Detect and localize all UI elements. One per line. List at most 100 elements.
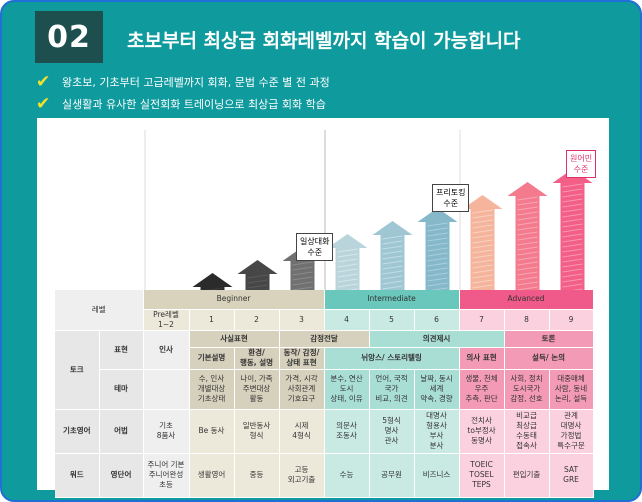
arrow-hatch: [427, 257, 448, 262]
basic-english-label: 기초영어: [55, 409, 100, 454]
arrow-hatch: [517, 271, 538, 276]
arrow-hatch: [427, 242, 448, 247]
arrow-hatch: [427, 262, 448, 267]
arrow-hatch: [382, 280, 403, 285]
arrow-hatch: [562, 188, 583, 193]
arrow-hatch: [472, 259, 493, 264]
grammar-cell: 전치사 to부정사 동명사: [459, 409, 505, 454]
expr-cell: 설득/ 논의: [504, 347, 594, 370]
arrow-hatch: [292, 281, 313, 286]
level-6: 6: [414, 309, 460, 331]
arrow-hatch: [517, 276, 538, 281]
level-9: 9: [549, 309, 594, 331]
arrow-hatch: [562, 258, 583, 263]
level-3: 3: [279, 309, 325, 331]
grammar-cell: Be 동사: [189, 409, 235, 454]
arrow-hatch: [292, 276, 313, 281]
debate-header: 토론: [504, 330, 594, 348]
vocab-cell: 수능: [324, 453, 370, 498]
level-4: 4: [324, 309, 370, 331]
arrow-hatch: [382, 245, 403, 250]
arrow-hatch: [472, 214, 493, 219]
grammar-cell: 기초 8품사: [143, 409, 190, 454]
arrow-hatch: [427, 237, 448, 242]
arrow-hatch: [472, 264, 493, 269]
vocab-cell: 비즈니스: [414, 453, 460, 498]
arrow-hatch: [517, 261, 538, 266]
theme-cell: 사회, 정치 도시국가 감정, 선호: [504, 369, 550, 410]
arrow-hatch: [337, 258, 358, 263]
arrow-hatch: [517, 226, 538, 231]
expr-cell: 환경/ 행동, 설명: [234, 347, 280, 370]
arrow-hatch: [382, 285, 403, 290]
arrow-hatch: [562, 283, 583, 288]
arrow-hatch: [337, 268, 358, 273]
arrow-hatch: [517, 196, 538, 201]
arrow-hatch: [517, 231, 538, 236]
theme-label: 테마: [99, 369, 144, 410]
arrow-hatch: [337, 278, 358, 283]
arrow-hatch: [517, 211, 538, 216]
grammar-cell: 의문사 조동사: [324, 409, 370, 454]
arrow-hatch: [382, 235, 403, 240]
talk-label: 토크: [55, 330, 100, 410]
vocab-cell: TOEIC TOSEL TEPS: [459, 453, 505, 498]
expr-cell: 뉘앙스/ 스토리텔링: [324, 347, 460, 370]
arrow-hatch: [517, 266, 538, 271]
theme-cell: 언어, 국적 국가 비교, 의견: [369, 369, 415, 410]
grammar-cell: 일반동사 형식: [234, 409, 280, 454]
level-1: 1: [189, 309, 235, 331]
vocab-label: 영단어: [99, 453, 144, 498]
arrow-hatch: [337, 273, 358, 278]
vocab-cell: 생활영어: [189, 453, 235, 498]
word-label: 워드: [55, 453, 100, 498]
theme-cell: 나이, 가족 주변대상 활동: [234, 369, 280, 410]
arrow-hatch: [562, 213, 583, 218]
arrow-hatch: [427, 272, 448, 277]
callout-native: 원어민 수준: [566, 150, 597, 178]
level-arrow-chart: 일상대화 수준 프리토킹 수준 원어민 수준: [55, 130, 597, 302]
arrow-hatch: [562, 198, 583, 203]
arrow-hatch: [517, 251, 538, 256]
bullet-item: ✔ 실생활과 유사한 실전회화 트레이닝으로 최상급 회화 학습: [36, 94, 326, 114]
grammar-cell: 5형식 명사 관사: [369, 409, 415, 454]
arrow-hatch: [472, 249, 493, 254]
bullet-item: ✔ 왕초보, 기초부터 고급레벨까지 회화, 문법 수준 별 전 과정: [36, 72, 330, 92]
arrow-hatch: [382, 270, 403, 275]
vocab-cell: 주니어 기본 주니어완성 초등: [143, 453, 190, 498]
group-advanced: Advanced: [459, 290, 594, 310]
level-arrow-4: [327, 234, 368, 302]
level-8: 8: [504, 309, 550, 331]
arrow-hatch: [472, 244, 493, 249]
arrow-hatch: [562, 273, 583, 278]
arrow-hatch: [472, 229, 493, 234]
grammar-cell: 관계 대명사 가정법 특수구문: [549, 409, 594, 454]
arrow-hatch: [292, 271, 313, 276]
bullet-text: 왕초보, 기초부터 고급레벨까지 회화, 문법 수준 별 전 과정: [62, 76, 330, 89]
arrow-hatch: [337, 263, 358, 268]
arrow-hatch: [517, 286, 538, 291]
curriculum-panel: 일상대화 수준 프리토킹 수준 원어민 수준 레벨 Beginner Inter…: [37, 118, 609, 498]
level-7: 7: [459, 309, 505, 331]
arrow-hatch: [472, 224, 493, 229]
vocab-cell: SAT GRE: [549, 453, 594, 498]
theme-cell: 분수, 연산 도시 상태, 이유: [324, 369, 370, 410]
arrow-hatch: [247, 279, 268, 284]
grammar-cell: 시제 4형식: [279, 409, 325, 454]
callout-freetalking: 프리토킹 수준: [432, 184, 470, 212]
level-arrows: [144, 130, 593, 302]
theme-cell: 날짜, 동시 세계 약속, 경향: [414, 369, 460, 410]
arrow-hatch: [382, 255, 403, 260]
arrow-hatch: [517, 246, 538, 251]
arrow-hatch: [562, 203, 583, 208]
section-number-badge: 02: [35, 11, 103, 63]
expr-cell: 기본설명: [189, 347, 235, 370]
arrow-hatch: [472, 239, 493, 244]
level-5: 5: [369, 309, 415, 331]
arrow-hatch: [562, 233, 583, 238]
arrow-hatch: [472, 254, 493, 259]
arrow-hatch: [427, 267, 448, 272]
group-intermediate: Intermediate: [324, 290, 460, 310]
arrow-hatch: [562, 183, 583, 188]
